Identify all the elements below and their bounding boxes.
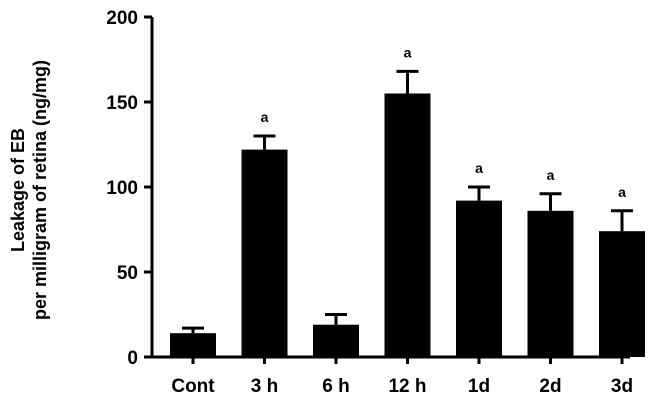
y-axis-title-line2: per milligram of retina (ng/mg): [30, 60, 50, 320]
y-tick-label: 100: [106, 178, 138, 199]
bar: [241, 149, 288, 357]
x-tick-label: 3 h: [251, 376, 278, 397]
significance-label: a: [618, 184, 626, 200]
x-tick-label: 2d: [539, 376, 561, 397]
bar: [170, 333, 216, 357]
significance-label: a: [404, 44, 412, 60]
y-tick-label: 200: [106, 8, 138, 29]
y-tick-label: 0: [127, 348, 138, 369]
bars: a a a a a: [170, 44, 645, 357]
x-tick-label: Cont: [171, 376, 215, 397]
y-axis-title-line1: Leakage of EB: [8, 128, 28, 252]
bar: [384, 93, 431, 357]
significance-label: a: [475, 160, 483, 176]
bar: [527, 210, 574, 357]
y-axis: 0 50 100 150 200: [106, 8, 154, 369]
x-tick-label: 3d: [611, 376, 633, 397]
significance-label: a: [547, 167, 555, 183]
bar: [599, 231, 645, 357]
y-axis-title: Leakage of EB per milligram of retina (n…: [8, 60, 50, 320]
x-axis: Cont 3 h 6 h 12 h 1d 2d 3d: [152, 355, 633, 397]
significance-label: a: [261, 109, 269, 125]
x-tick-label: 6 h: [322, 376, 349, 397]
bar: [456, 200, 502, 357]
y-tick-label: 150: [106, 93, 138, 114]
x-tick-label: 12 h: [388, 376, 426, 397]
y-tick-label: 50: [117, 263, 138, 284]
x-tick-label: 1d: [468, 376, 490, 397]
bar: [313, 324, 359, 357]
